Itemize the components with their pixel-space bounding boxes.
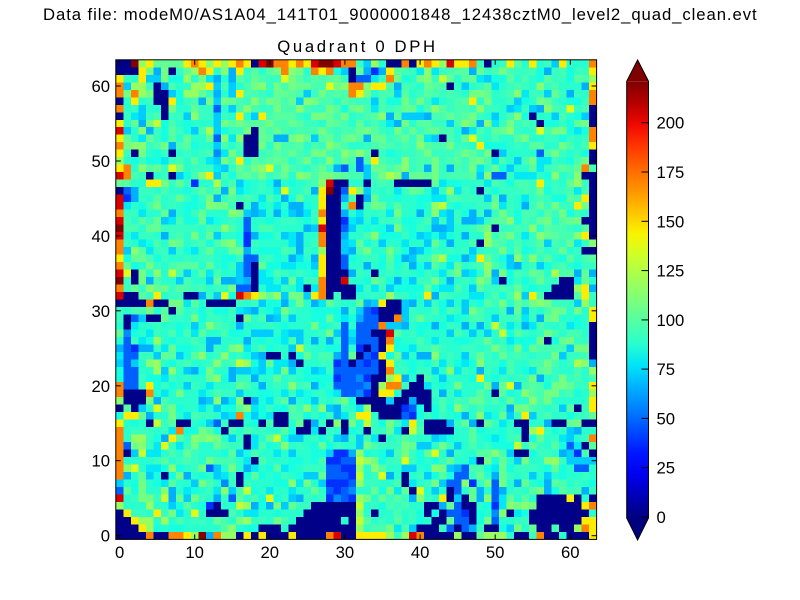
svg-text:Data file: modeM0/AS1A04_141T0: Data file: modeM0/AS1A04_141T01_90000018… xyxy=(43,5,758,24)
svg-text:20: 20 xyxy=(91,377,110,396)
svg-text:200: 200 xyxy=(657,114,685,133)
svg-text:50: 50 xyxy=(657,409,676,428)
svg-text:30: 30 xyxy=(91,302,110,321)
svg-text:0: 0 xyxy=(657,508,666,527)
svg-text:25: 25 xyxy=(657,459,676,478)
svg-text:175: 175 xyxy=(657,163,685,182)
svg-text:150: 150 xyxy=(657,212,685,231)
svg-text:30: 30 xyxy=(336,543,355,562)
svg-text:60: 60 xyxy=(561,543,580,562)
svg-text:40: 40 xyxy=(411,543,430,562)
svg-text:10: 10 xyxy=(91,452,110,471)
svg-text:75: 75 xyxy=(657,360,676,379)
svg-text:10: 10 xyxy=(185,543,204,562)
svg-text:Quadrant 0 DPH: Quadrant 0 DPH xyxy=(277,37,437,56)
svg-text:60: 60 xyxy=(91,77,110,96)
svg-text:100: 100 xyxy=(657,311,685,330)
svg-text:20: 20 xyxy=(261,543,280,562)
svg-text:40: 40 xyxy=(91,227,110,246)
svg-text:125: 125 xyxy=(657,262,685,281)
svg-text:0: 0 xyxy=(101,527,110,546)
svg-text:50: 50 xyxy=(91,152,110,171)
svg-text:50: 50 xyxy=(486,543,505,562)
svg-text:0: 0 xyxy=(115,543,124,562)
